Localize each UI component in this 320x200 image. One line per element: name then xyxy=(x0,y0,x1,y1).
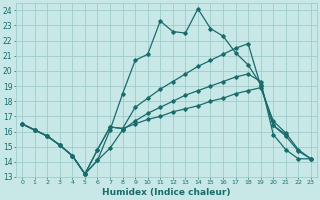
X-axis label: Humidex (Indice chaleur): Humidex (Indice chaleur) xyxy=(102,188,231,197)
